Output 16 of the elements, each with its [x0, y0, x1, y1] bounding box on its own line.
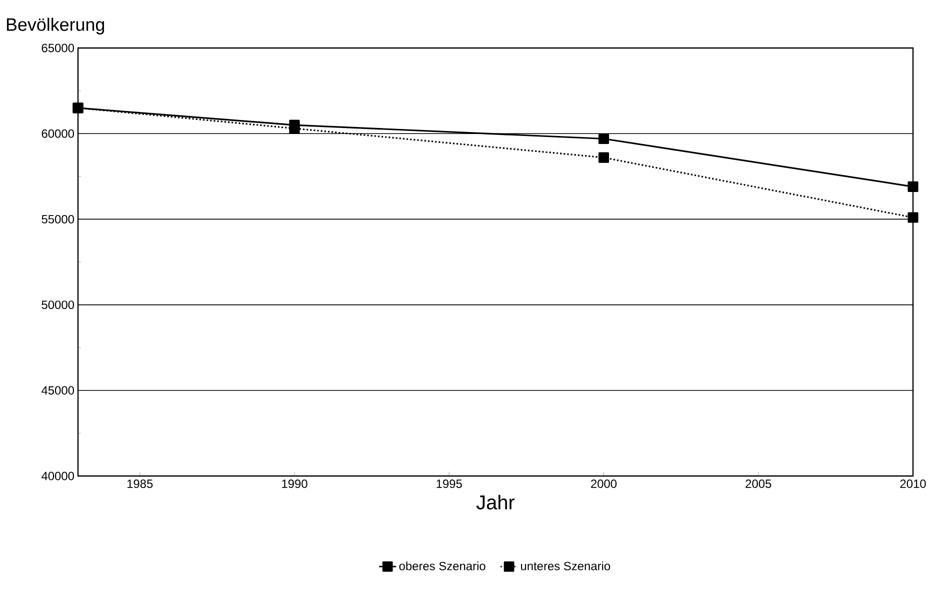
y-tick-label: 55000 [42, 214, 74, 224]
x-tick-label: 2010 [900, 480, 926, 488]
legend-label: oberes Szenario [399, 562, 486, 570]
y-tick-label: 45000 [42, 386, 74, 395]
y-tick-label: 50000 [42, 300, 74, 310]
y-axis-title: Bevölkerung [6, 18, 104, 34]
x-tick-label: 1985 [127, 480, 153, 488]
x-tick-label: 2005 [746, 480, 772, 488]
x-tick-label: 2000 [591, 480, 617, 488]
x-tick-label: 1990 [282, 480, 308, 488]
x-axis-title: Jahr [476, 494, 515, 510]
legend-label: unteres Szenario [521, 562, 610, 570]
y-tick-label: 65000 [42, 44, 74, 52]
y-tick-label: 40000 [42, 472, 74, 480]
y-tick-label: 60000 [42, 129, 74, 138]
x-tick-label: 1995 [436, 480, 462, 488]
